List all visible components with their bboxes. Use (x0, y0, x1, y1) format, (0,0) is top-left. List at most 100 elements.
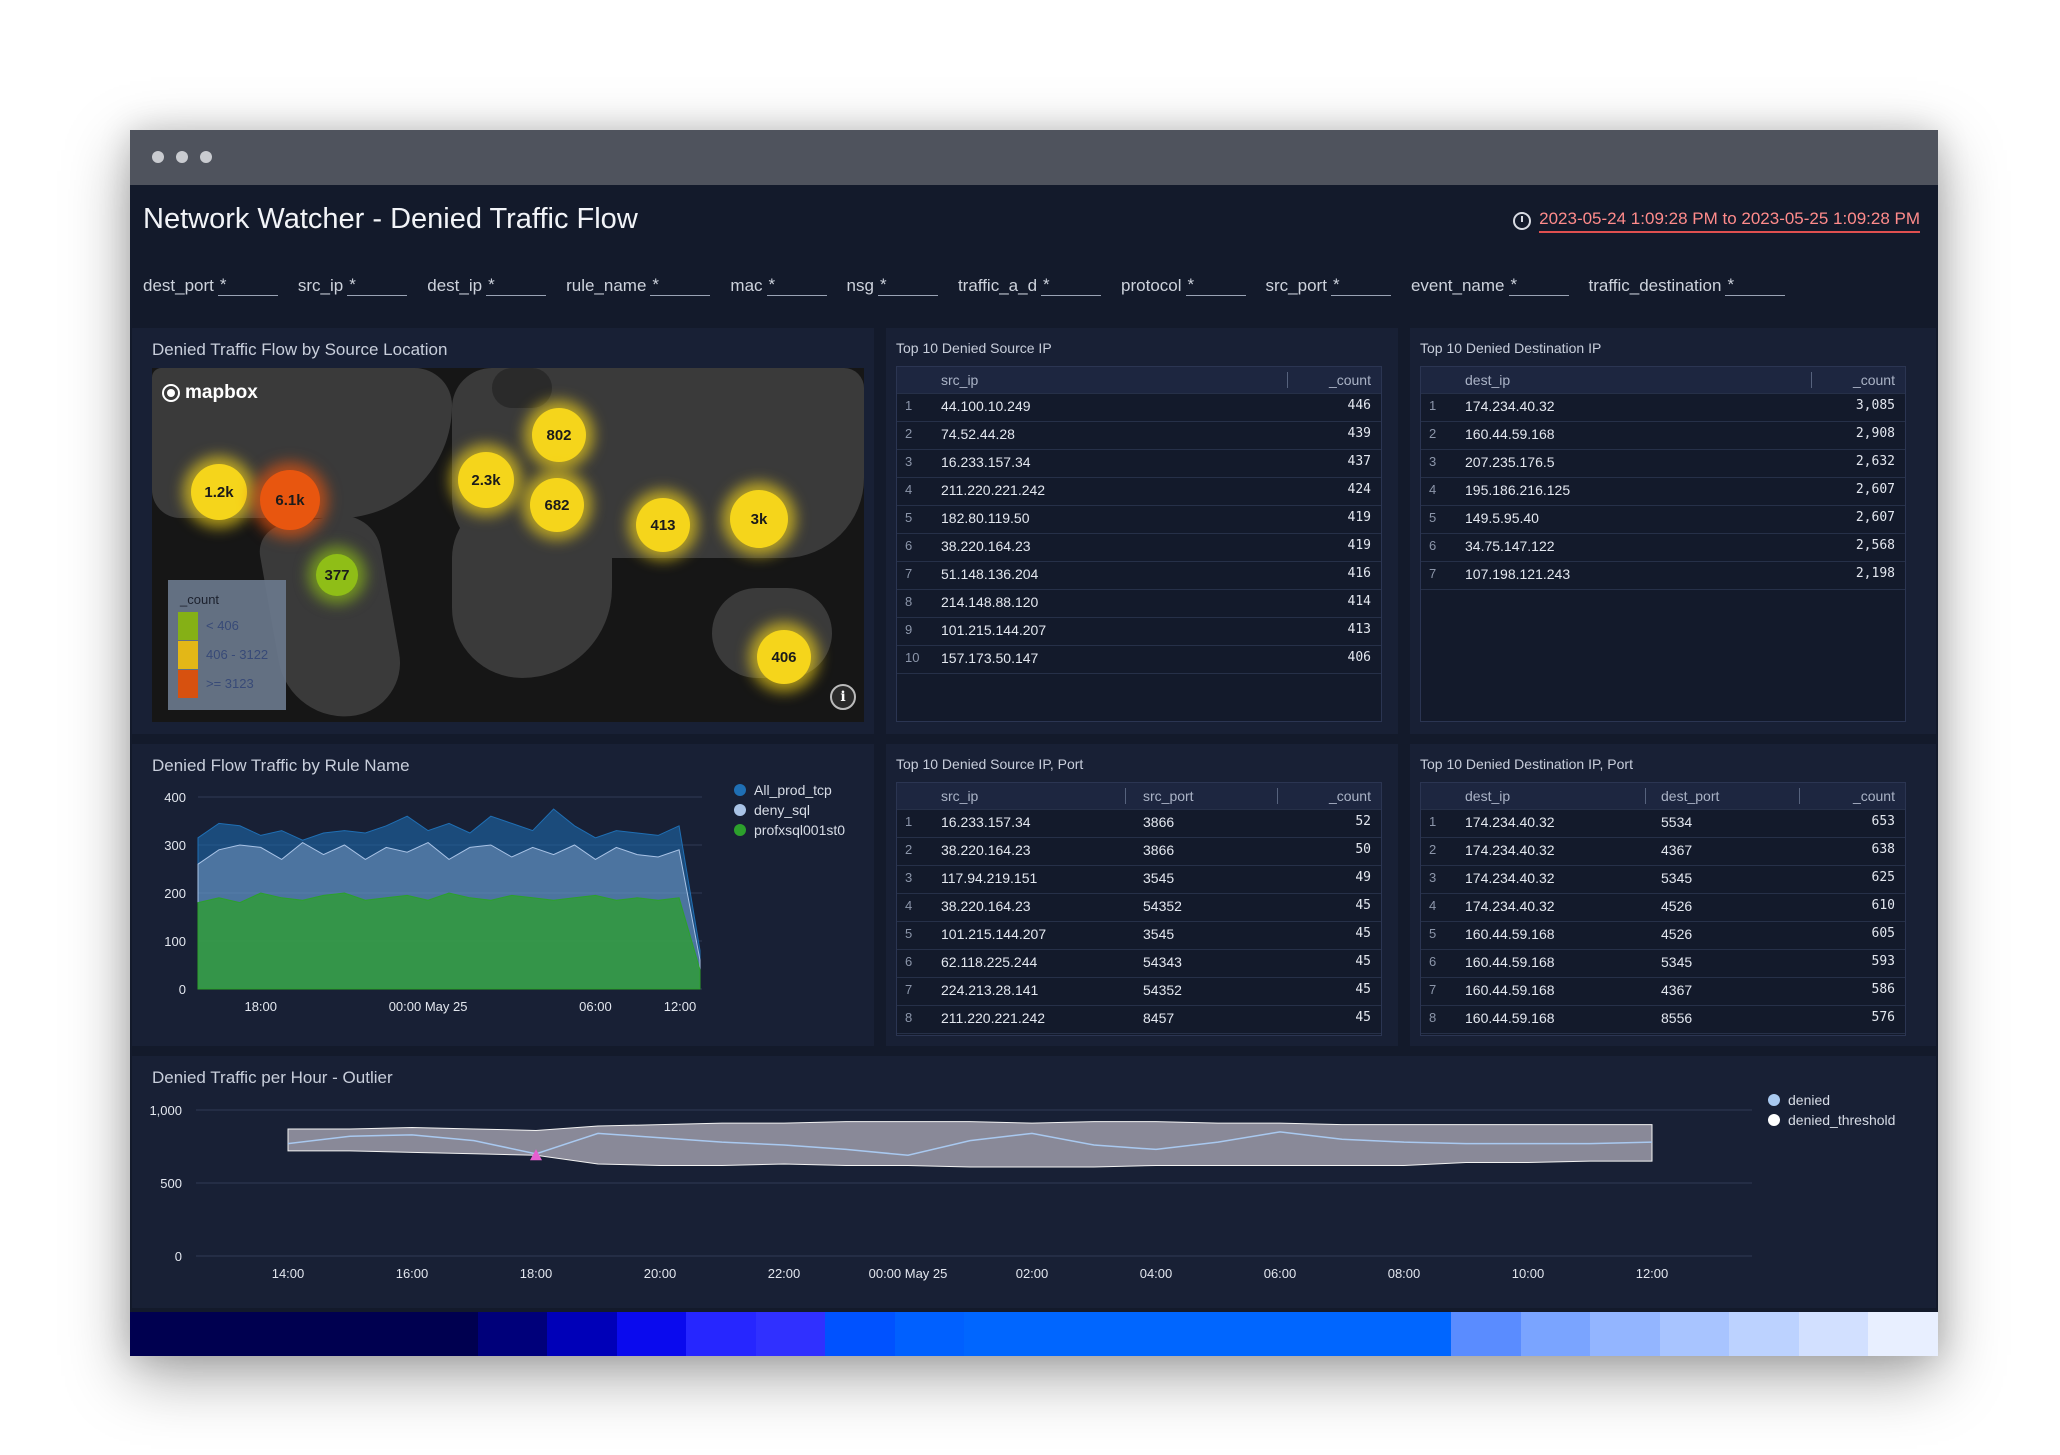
window-control-dot[interactable] (152, 151, 164, 163)
filter-input[interactable]: * (1725, 275, 1786, 296)
x-tick-label: 18:00 (244, 999, 277, 1014)
column-divider[interactable] (1645, 788, 1646, 804)
filter-input[interactable]: * (1185, 275, 1246, 296)
table-row[interactable]: 6 34.75.147.122 2,568 (1421, 533, 1905, 562)
table-row[interactable]: 3 117.94.219.151 3545 49 (897, 865, 1381, 894)
table-row[interactable]: 8 211.220.221.242 8457 45 (897, 1005, 1381, 1034)
filter-input[interactable]: * (217, 275, 278, 296)
table-row[interactable]: 2 38.220.164.23 3866 50 (897, 837, 1381, 866)
table-row[interactable]: 7 107.198.121.243 2,198 (1421, 561, 1905, 590)
table-row[interactable]: 7 224.213.28.141 54352 45 (897, 977, 1381, 1006)
map-cluster[interactable]: 6.1k (260, 470, 320, 530)
outlier-marker[interactable] (530, 1149, 542, 1161)
column-divider[interactable] (1125, 788, 1126, 804)
column-divider[interactable] (1811, 372, 1812, 388)
table-row[interactable]: 5 160.44.59.168 4526 605 (1421, 921, 1905, 950)
land-africa (452, 498, 612, 678)
filter-traffic-destination[interactable]: traffic_destination * (1589, 275, 1786, 296)
map-cluster[interactable]: 1.2k (191, 464, 247, 520)
table-row[interactable]: 7 51.148.136.204 416 (897, 561, 1381, 590)
table-row[interactable]: 10 157.173.50.147 406 (897, 645, 1381, 674)
table-row[interactable]: 4 174.234.40.32 4526 610 (1421, 893, 1905, 922)
window-titlebar (130, 130, 1938, 185)
table-row[interactable]: 5 182.80.119.50 419 (897, 505, 1381, 534)
color-scale-segment (338, 1312, 409, 1356)
row-index: 2 (1429, 842, 1437, 857)
table-row[interactable]: 1 44.100.10.249 446 (897, 393, 1381, 422)
table-row[interactable]: 9 101.215.144.207 413 (897, 617, 1381, 646)
table-row[interactable]: 2 174.234.40.32 4367 638 (1421, 837, 1905, 866)
column-divider[interactable] (1277, 788, 1278, 804)
filter-mac[interactable]: mac * (730, 275, 827, 296)
row-index: 2 (905, 426, 913, 441)
world-map[interactable]: mapbox 1.2k 6.1k 377 2.3k 802 682 413 3k… (152, 368, 864, 722)
window-control-dot[interactable] (200, 151, 212, 163)
legend-item[interactable]: All_prod_tcp (734, 780, 845, 800)
table-row[interactable]: 2 160.44.59.168 2,908 (1421, 421, 1905, 450)
table-row[interactable]: 8 214.148.88.120 414 (897, 589, 1381, 618)
filter-src-port[interactable]: src_port * (1266, 275, 1391, 296)
filter-traffic-a-d[interactable]: traffic_a_d * (958, 275, 1102, 296)
table-row[interactable]: 4 211.220.221.242 424 (897, 477, 1381, 506)
table-row[interactable]: 7 160.44.59.168 4367 586 (1421, 977, 1905, 1006)
filter-rule-name[interactable]: rule_name * (566, 275, 711, 296)
legend-item[interactable]: profxsql001st0 (734, 820, 845, 840)
filter-nsg[interactable]: nsg * (847, 275, 938, 296)
map-cluster[interactable]: 682 (530, 478, 584, 532)
table-row[interactable]: 5 149.5.95.40 2,607 (1421, 505, 1905, 534)
filter-dest-ip[interactable]: dest_ip * (427, 275, 547, 296)
table-row[interactable]: 3 16.233.157.34 437 (897, 449, 1381, 478)
table-row[interactable]: 6 38.220.164.23 419 (897, 533, 1381, 562)
table-row[interactable]: 1 174.234.40.32 3,085 (1421, 393, 1905, 422)
time-range-text[interactable]: 2023-05-24 1:09:28 PM to 2023-05-25 1:09… (1539, 209, 1920, 233)
area-series-profxsql001st0[interactable] (197, 892, 701, 990)
map-cluster[interactable]: 2.3k (458, 452, 514, 508)
map-cluster[interactable]: 802 (532, 408, 586, 462)
y-tick-label: 200 (164, 886, 186, 901)
filter-input[interactable]: * (486, 275, 547, 296)
filter-input[interactable]: * (1330, 275, 1391, 296)
map-cluster[interactable]: 406 (757, 630, 811, 684)
filter-input[interactable]: * (1508, 275, 1569, 296)
map-cluster[interactable]: 413 (636, 498, 690, 552)
filter-input[interactable]: * (877, 275, 938, 296)
denied-line[interactable] (287, 1131, 1653, 1157)
map-cluster[interactable]: 377 (316, 554, 358, 596)
column-divider[interactable] (1287, 372, 1288, 388)
window-control-dot[interactable] (176, 151, 188, 163)
filter-src-ip[interactable]: src_ip * (298, 275, 408, 296)
time-range-picker[interactable]: 2023-05-24 1:09:28 PM to 2023-05-25 1:09… (1513, 209, 1920, 233)
table-row[interactable]: 8 160.44.59.168 8556 576 (1421, 1005, 1905, 1034)
table-row[interactable]: 4 195.186.216.125 2,607 (1421, 477, 1905, 506)
legend-item[interactable]: denied_threshold (1768, 1110, 1895, 1130)
rule-area-chart[interactable]: 0 100 200 300 400 18:00 00:00 May 25 06:00 12:00 (132, 744, 874, 1046)
table-row[interactable]: 3 207.235.176.5 2,632 (1421, 449, 1905, 478)
table-row[interactable]: 1 16.233.157.34 3866 52 (897, 809, 1381, 838)
table-row[interactable]: 6 62.118.225.244 54343 45 (897, 949, 1381, 978)
column-header: _count (1852, 372, 1895, 388)
top-dest-ip-port-table: dest_ip dest_port _count 1 174.234.40.32 5534… (1420, 782, 1906, 1036)
column-divider[interactable] (1799, 788, 1800, 804)
ip-cell: 174.234.40.32 (1465, 398, 1555, 414)
table-row[interactable]: 5 101.215.144.207 3545 45 (897, 921, 1381, 950)
table-row[interactable]: 2 74.52.44.28 439 (897, 421, 1381, 450)
filter-dest-port[interactable]: dest_port * (143, 275, 278, 296)
filter-input[interactable]: * (1041, 275, 1102, 296)
filter-input[interactable]: * (347, 275, 408, 296)
table-row[interactable]: 1 174.234.40.32 5534 653 (1421, 809, 1905, 838)
outlier-line-chart[interactable]: 0 500 1,000 14:00 16:00 18:00 20:00 22:00 00:00 … (132, 1056, 1936, 1308)
legend-item[interactable]: denied (1768, 1090, 1895, 1110)
filter-input[interactable]: * (650, 275, 711, 296)
map-cluster[interactable]: 3k (730, 490, 788, 548)
info-icon[interactable]: i (830, 684, 856, 710)
table-row[interactable]: 3 174.234.40.32 5345 625 (1421, 865, 1905, 894)
threshold-band[interactable] (287, 1121, 1653, 1168)
legend-item[interactable]: deny_sql (734, 800, 845, 820)
filter-event-name[interactable]: event_name * (1411, 275, 1569, 296)
filter-input[interactable]: * (766, 275, 827, 296)
table-row[interactable]: 4 38.220.164.23 54352 45 (897, 893, 1381, 922)
ip-cell: 107.198.121.243 (1465, 566, 1571, 582)
filter-protocol[interactable]: protocol * (1121, 275, 1246, 296)
count-cell: 605 (1871, 926, 1895, 941)
table-row[interactable]: 6 160.44.59.168 5345 593 (1421, 949, 1905, 978)
